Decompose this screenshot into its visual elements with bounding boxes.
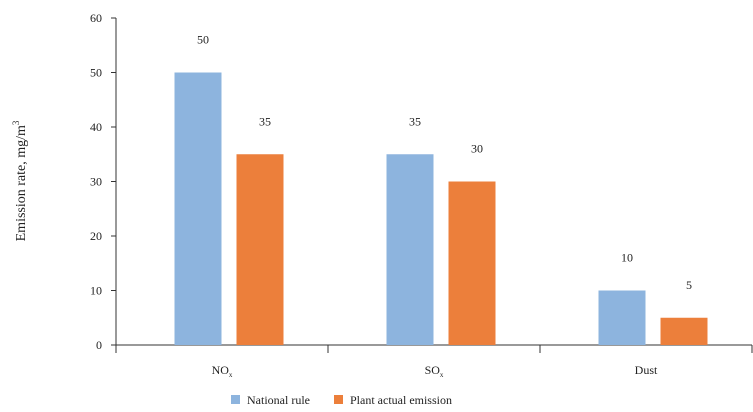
y-tick-label: 20: [90, 229, 102, 243]
bar-national-rule-0: [174, 72, 222, 345]
y-tick-label: 10: [90, 284, 102, 298]
x-category-label: NOx: [212, 363, 233, 379]
data-label: 50: [197, 33, 209, 47]
y-tick-label: 30: [90, 175, 102, 189]
legend-swatch: [231, 395, 240, 404]
data-label: 30: [471, 142, 483, 156]
data-label: 5: [686, 278, 692, 292]
y-tick-label: 40: [90, 120, 102, 134]
y-tick-label: 60: [90, 11, 102, 25]
bar-plant-actual-1: [448, 181, 496, 345]
x-category-label: Dust: [635, 363, 658, 377]
data-label: 10: [621, 251, 633, 265]
y-tick-label: 0: [96, 338, 102, 352]
legend-label: National rule: [247, 393, 310, 407]
legend-label: Plant actual emission: [350, 393, 452, 407]
x-category-label: SOx: [425, 363, 444, 379]
legend-swatch: [334, 395, 343, 404]
bar-national-rule-1: [386, 154, 434, 345]
data-label: 35: [259, 114, 271, 128]
bar-national-rule-2: [598, 290, 646, 345]
y-tick-label: 50: [90, 66, 102, 80]
data-label: 35: [409, 114, 421, 128]
bar-plant-actual-2: [660, 317, 708, 345]
y-axis-label: Emission rate, mg/m3: [11, 120, 29, 241]
bar-plant-actual-0: [236, 154, 284, 345]
